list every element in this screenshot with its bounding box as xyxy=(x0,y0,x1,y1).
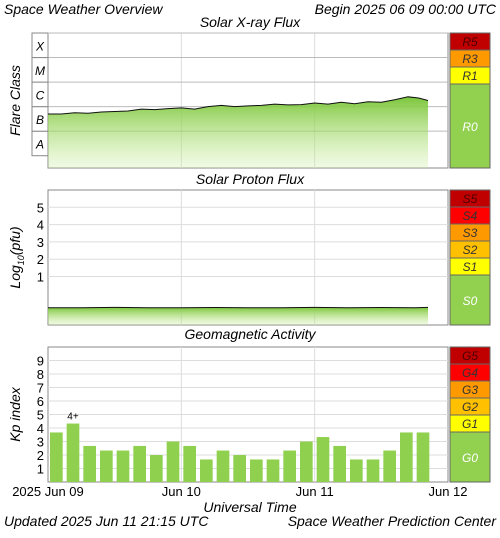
scale-label-s1: S1 xyxy=(463,260,478,274)
scale-label-s5: S5 xyxy=(463,192,478,206)
scale-label-g4: G4 xyxy=(462,366,478,380)
kp-bar xyxy=(117,451,130,482)
scale-label-s2: S2 xyxy=(463,243,478,257)
proton-y-tick: 1 xyxy=(37,270,44,285)
scale-label-g5: G5 xyxy=(462,349,478,363)
kp-y-tick: 2 xyxy=(37,448,44,463)
y-axis-label-0: Flare Class xyxy=(7,65,23,136)
scale-label-g3: G3 xyxy=(462,383,478,397)
x-tick-label: Jun 10 xyxy=(162,484,201,499)
kp-y-tick: 3 xyxy=(37,435,44,450)
kp-bar xyxy=(83,446,96,482)
kp-bar xyxy=(183,446,196,482)
x-tick-label: Jun 12 xyxy=(428,484,467,499)
kp-annotation: 4+ xyxy=(67,412,79,423)
x-axis-label: Universal Time xyxy=(203,499,296,515)
scale-label-g1: G1 xyxy=(462,417,478,431)
kp-y-tick: 4 xyxy=(37,421,44,436)
y-axis-label-1: Log10(pfu) xyxy=(7,226,26,288)
flare-class-label-b: B xyxy=(36,113,44,127)
scale-label-r1: R1 xyxy=(462,69,477,83)
kp-bar xyxy=(317,437,330,482)
proton-y-tick: 3 xyxy=(37,235,44,250)
kp-bar xyxy=(67,424,80,482)
panel-title-0: Solar X-ray Flux xyxy=(200,14,301,30)
x-tick-label: Jun 11 xyxy=(296,484,334,499)
scale-label-s3: S3 xyxy=(463,226,478,240)
kp-bar xyxy=(367,459,380,482)
kp-bar xyxy=(333,446,346,482)
proton-y-tick: 2 xyxy=(37,252,44,267)
kp-bar xyxy=(167,442,180,483)
kp-y-tick: 8 xyxy=(37,367,44,382)
kp-y-tick: 9 xyxy=(37,354,44,369)
scale-label-s0: S0 xyxy=(463,294,478,308)
scale-label-g2: G2 xyxy=(462,400,478,414)
kp-y-tick: 1 xyxy=(37,462,44,477)
kp-bar xyxy=(150,455,163,482)
kp-bar xyxy=(283,451,296,482)
kp-bar xyxy=(100,451,113,482)
scale-label-r3: R3 xyxy=(462,52,478,66)
kp-bar xyxy=(133,446,146,482)
scale-label-r5: R5 xyxy=(462,35,478,49)
y-axis-label-2: Kp index xyxy=(7,386,23,441)
plot-frame-1 xyxy=(48,190,448,325)
kp-bar xyxy=(417,432,430,482)
kp-y-tick: 5 xyxy=(37,408,44,423)
kp-bar xyxy=(50,432,63,482)
proton-y-tick: 4 xyxy=(37,218,44,233)
scale-label-s4: S4 xyxy=(463,209,478,223)
begin-time: Begin 2025 06 09 00:00 UTC xyxy=(315,1,497,17)
flare-class-label-a: A xyxy=(35,137,44,151)
kp-bar xyxy=(350,459,363,482)
flare-class-label-c: C xyxy=(36,88,45,102)
panel-title-2: Geomagnetic Activity xyxy=(185,326,317,342)
kp-bar xyxy=(233,455,246,482)
kp-bar xyxy=(300,442,313,483)
proton-y-tick: 5 xyxy=(37,200,44,215)
flare-class-label-x: X xyxy=(35,39,45,53)
kp-bar xyxy=(250,459,263,482)
kp-y-tick: 6 xyxy=(37,394,44,409)
updated-time: Updated 2025 Jun 11 21:15 UTC xyxy=(4,513,209,529)
scale-label-g0: G0 xyxy=(462,451,478,465)
kp-bar xyxy=(267,459,280,482)
kp-bar xyxy=(383,451,396,482)
proton-flux-area xyxy=(48,307,428,325)
flare-class-label-m: M xyxy=(35,64,45,78)
kp-y-tick: 7 xyxy=(37,381,44,396)
swpc-credit: Space Weather Prediction Center xyxy=(288,513,498,529)
panel-title-1: Solar Proton Flux xyxy=(196,171,305,187)
overview-title: Space Weather Overview xyxy=(4,1,163,17)
scale-label-r0: R0 xyxy=(462,120,478,134)
kp-bar xyxy=(400,432,413,482)
kp-bar xyxy=(217,451,230,482)
kp-bar xyxy=(200,459,213,482)
x-tick-label: 2025 Jun 09 xyxy=(12,484,84,499)
